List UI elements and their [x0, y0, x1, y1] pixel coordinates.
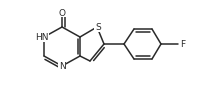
Text: N: N [59, 62, 65, 71]
Text: S: S [95, 23, 101, 32]
Text: F: F [180, 40, 185, 49]
Text: O: O [58, 8, 66, 17]
Text: HN: HN [35, 33, 49, 42]
